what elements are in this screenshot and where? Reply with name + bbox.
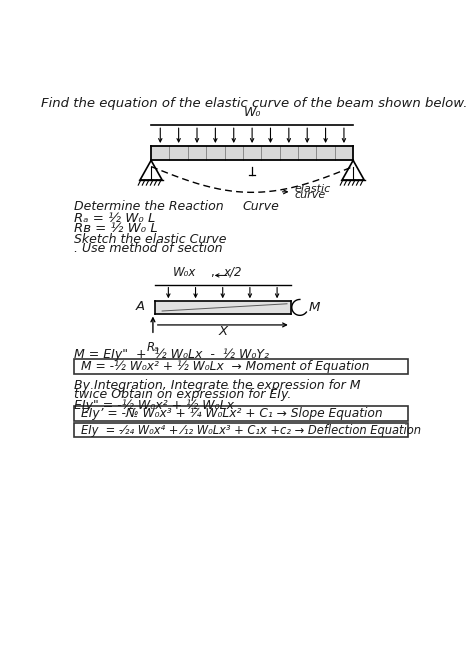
Bar	[151, 146, 353, 160]
Bar	[155, 302, 291, 314]
Text: EIy" = -½ W₀x² + ½ W₀Lx: EIy" = -½ W₀x² + ½ W₀Lx	[74, 399, 234, 412]
Text: EIy  = -⁄₂₄ W₀x⁴ + ⁄₁₂ W₀Lx³ + C₁x +c₂ → Deflection Equation: EIy = -⁄₂₄ W₀x⁴ + ⁄₁₂ W₀Lx³ + C₁x +c₂ → …	[82, 423, 421, 437]
Text: Curve: Curve	[243, 200, 280, 213]
Bar	[74, 359, 408, 375]
Text: EIy’ = -№ W₀x³ + ¼ W₀Lx² + C₁ → Slope Equation: EIy’ = -№ W₀x³ + ¼ W₀Lx² + C₁ → Slope Eq…	[82, 407, 383, 420]
Text: elastic: elastic	[294, 184, 330, 194]
Text: Find the equation of the elastic curve of the beam shown below.: Find the equation of the elastic curve o…	[41, 97, 467, 110]
Text: M = EIy"  +  ½ W₀Lx  -  ½ W₀Y₂: M = EIy" + ½ W₀Lx - ½ W₀Y₂	[74, 348, 269, 361]
Text: Determine the Reaction: Determine the Reaction	[74, 200, 224, 213]
Text: Rʙ = ½ W₀ L: Rʙ = ½ W₀ L	[74, 222, 158, 235]
Bar	[74, 423, 408, 438]
Text: W₀x: W₀x	[173, 265, 196, 279]
Text: Rₐ = ½ W₀ L: Rₐ = ½ W₀ L	[74, 212, 155, 224]
Text: curve: curve	[294, 190, 326, 200]
Text: Sketch the elastic Curve: Sketch the elastic Curve	[74, 232, 227, 246]
Text: X: X	[218, 325, 228, 338]
Text: Rₐ: Rₐ	[146, 342, 159, 354]
Text: ,: ,	[210, 265, 214, 279]
Text: M = -½ W₀x² + ½ W₀Lx  → Moment of Equation: M = -½ W₀x² + ½ W₀Lx → Moment of Equatio…	[82, 360, 370, 373]
Text: M: M	[309, 301, 320, 314]
Text: W₀: W₀	[244, 106, 261, 119]
Text: A: A	[136, 300, 145, 313]
Bar	[74, 407, 408, 421]
Text: . Use method of section: . Use method of section	[74, 242, 222, 255]
Text: By Integration, Integrate the expression for M: By Integration, Integrate the expression…	[74, 379, 360, 393]
Text: twice Obtain on expression for EIy.: twice Obtain on expression for EIy.	[74, 388, 292, 401]
Text: x/2: x/2	[223, 265, 241, 279]
